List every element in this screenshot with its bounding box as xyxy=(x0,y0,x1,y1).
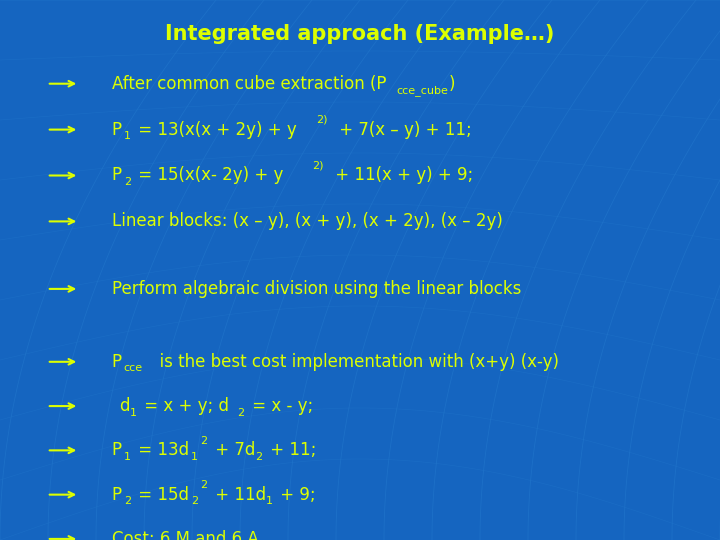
Text: P: P xyxy=(112,120,122,139)
Text: cce_cube: cce_cube xyxy=(396,85,448,96)
Text: 2: 2 xyxy=(200,436,207,446)
Text: = x + y; d: = x + y; d xyxy=(139,397,229,415)
Text: 2: 2 xyxy=(124,177,131,187)
Text: 2: 2 xyxy=(124,496,131,506)
Text: 2: 2 xyxy=(191,496,198,506)
Text: = 15(x(x- 2y) + y: = 15(x(x- 2y) + y xyxy=(133,166,284,185)
Text: + 11(x + y) + 9;: + 11(x + y) + 9; xyxy=(330,166,473,185)
Text: + 7(x – y) + 11;: + 7(x – y) + 11; xyxy=(334,120,472,139)
Text: 2): 2) xyxy=(312,161,323,171)
Text: 1: 1 xyxy=(266,496,273,506)
Text: 1: 1 xyxy=(124,131,131,141)
Text: 2: 2 xyxy=(200,480,207,490)
Text: = 13d: = 13d xyxy=(133,441,189,460)
Text: Integrated approach (Example…): Integrated approach (Example…) xyxy=(166,24,554,44)
Text: + 11;: + 11; xyxy=(265,441,316,460)
Text: P: P xyxy=(112,485,122,504)
Text: 1: 1 xyxy=(130,408,137,417)
Text: 2: 2 xyxy=(256,452,263,462)
Text: Cost: 6 M and 6 A: Cost: 6 M and 6 A xyxy=(112,530,258,540)
Text: + 11d: + 11d xyxy=(210,485,266,504)
Text: After common cube extraction (P: After common cube extraction (P xyxy=(112,75,386,93)
Text: Perform algebraic division using the linear blocks: Perform algebraic division using the lin… xyxy=(112,280,521,298)
Text: d: d xyxy=(119,397,130,415)
Text: 2: 2 xyxy=(238,408,245,417)
Text: + 7d: + 7d xyxy=(210,441,255,460)
Text: P: P xyxy=(112,441,122,460)
Text: Linear blocks: (x – y), (x + y), (x + 2y), (x – 2y): Linear blocks: (x – y), (x + y), (x + 2y… xyxy=(112,212,503,231)
Text: = 13(x(x + 2y) + y: = 13(x(x + 2y) + y xyxy=(133,120,297,139)
Text: cce: cce xyxy=(124,363,143,373)
Text: ): ) xyxy=(449,75,455,93)
Text: = x - y;: = x - y; xyxy=(247,397,313,415)
Text: + 9;: + 9; xyxy=(275,485,315,504)
Text: is the best cost implementation with (x+y) (x-y): is the best cost implementation with (x+… xyxy=(149,353,559,371)
Text: = 15d: = 15d xyxy=(133,485,189,504)
Text: P: P xyxy=(112,166,122,185)
Text: 1: 1 xyxy=(191,452,198,462)
Text: 2): 2) xyxy=(316,115,328,125)
Text: 1: 1 xyxy=(124,452,131,462)
Text: P: P xyxy=(112,353,122,371)
